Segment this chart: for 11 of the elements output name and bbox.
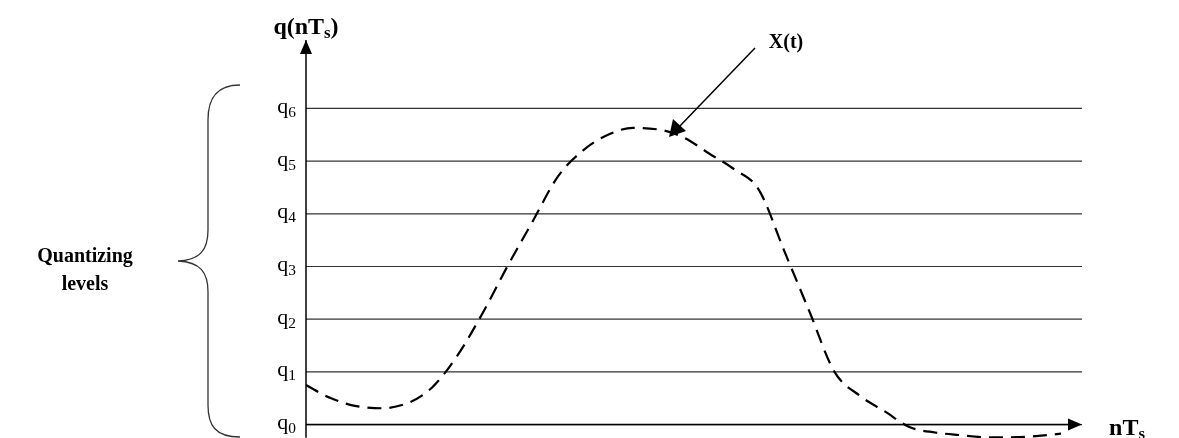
text: Quantizing levels <box>37 244 133 294</box>
annotation: X(t) <box>768 30 804 53</box>
x-axis-title: nT$_{s}$ <box>1109 413 1146 438</box>
y-tick-label: q$_{4}$ <box>277 198 297 225</box>
y-axis-title: q(nT$_{s}$) <box>273 13 339 43</box>
y-tick-label: q$_{3}$ <box>277 250 297 278</box>
y-tick-label: q$_{0}$ <box>277 409 297 436</box>
y-tick-label: q$_{6}$ <box>277 92 297 120</box>
y-tick-label: q$_{1}$ <box>277 356 296 384</box>
y-tick-label: q$_{5}$ <box>277 145 297 173</box>
y-tick-label: q$_{2}$ <box>277 303 296 331</box>
